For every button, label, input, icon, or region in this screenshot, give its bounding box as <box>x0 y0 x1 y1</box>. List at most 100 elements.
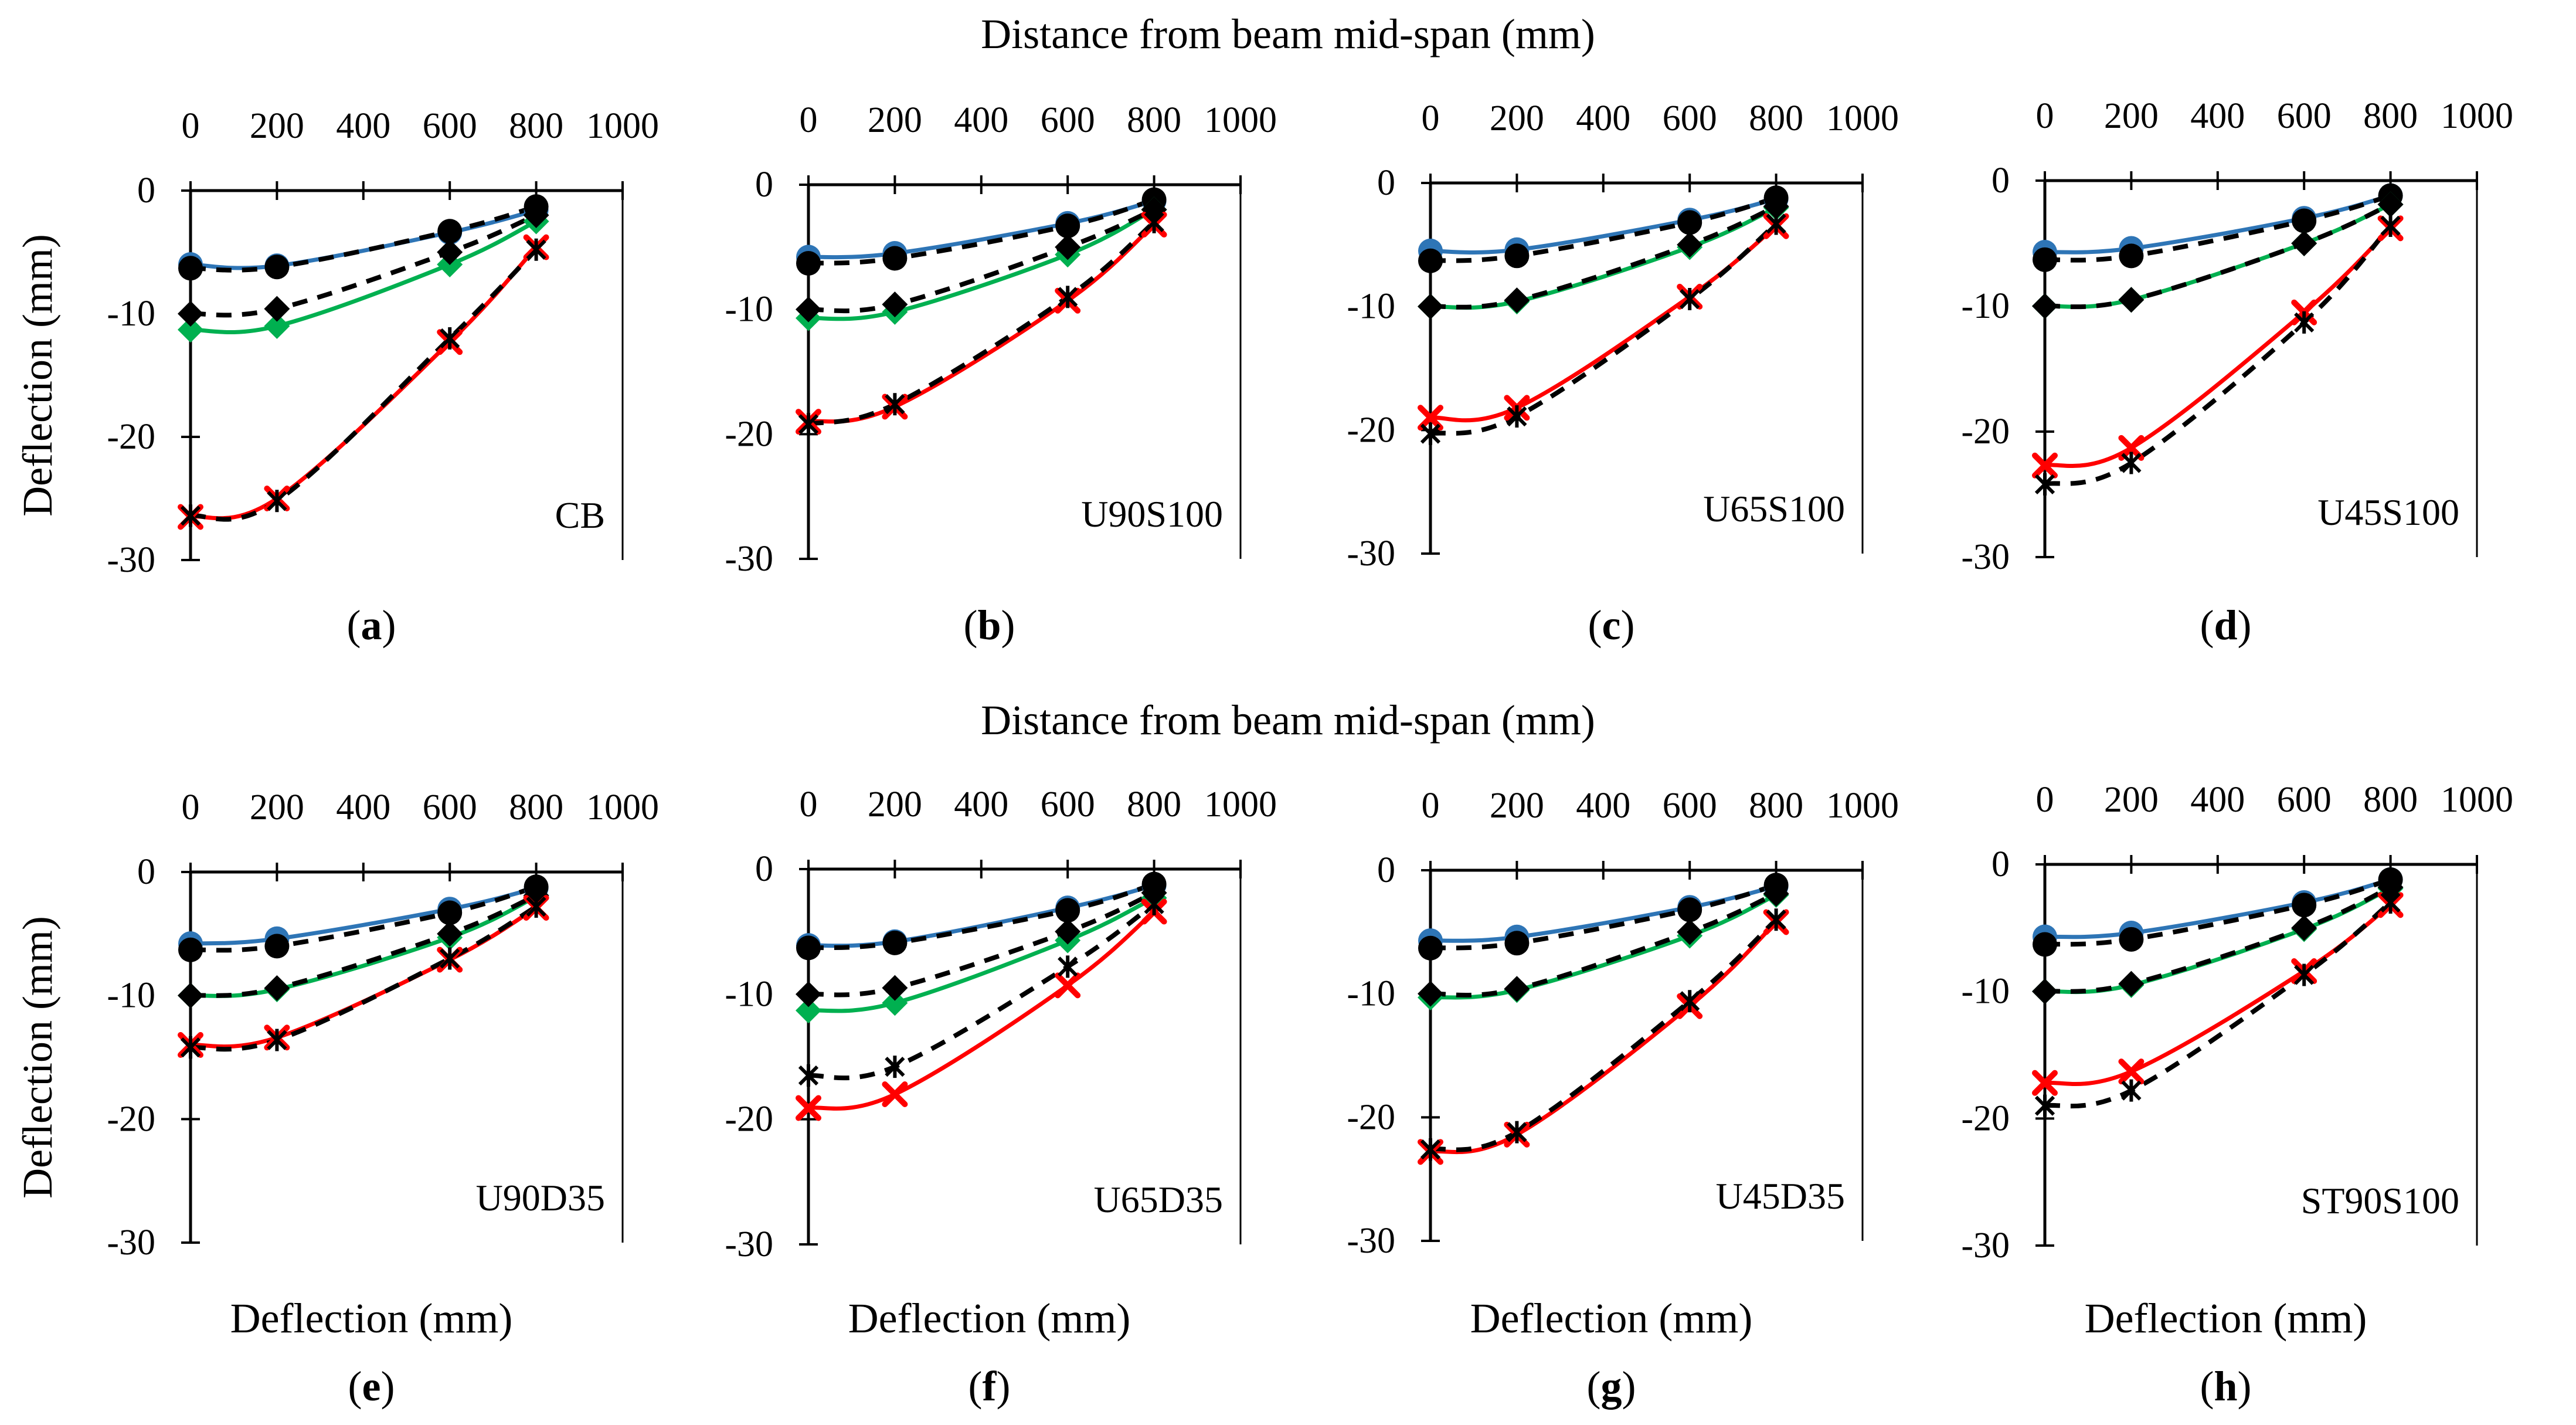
x-tick-label: 1000 <box>2441 780 2513 820</box>
series-line-numerical-3 <box>190 904 538 1052</box>
y-tick-label: -30 <box>1961 1226 2010 1265</box>
data-point-numerical-2 <box>1418 293 1443 320</box>
x-tick-label: 400 <box>954 100 1008 140</box>
data-point-numerical-3 <box>526 238 546 261</box>
y-tick-label: 0 <box>1992 161 2010 201</box>
data-point-numerical-2 <box>2377 191 2404 218</box>
y-tick-label: -10 <box>1961 286 2010 326</box>
data-point-numerical-1 <box>1418 935 1443 961</box>
data-point-experimental-2 <box>882 990 908 1016</box>
series-line-numerical-2 <box>808 890 1156 998</box>
y-tick-label: -20 <box>107 1099 155 1139</box>
series-line-experimental-1 <box>2044 194 2391 255</box>
x-tick-label: 0 <box>182 106 200 146</box>
data-point-numerical-1 <box>1055 213 1080 239</box>
data-point-numerical-1 <box>1504 243 1530 269</box>
series-line-experimental-3 <box>1430 224 1778 423</box>
x-tick-label: 200 <box>868 100 922 140</box>
y-tick-label: -30 <box>725 539 773 579</box>
chart-panel-a: 0 200 400 600 800 1000 0 -10 -20 -30 CB Deflection … <box>14 106 659 649</box>
x-tick-label: 200 <box>250 106 304 146</box>
x-tick-label: 800 <box>509 788 563 827</box>
specimen-label: U90D35 <box>476 1177 605 1219</box>
series-line-numerical-1 <box>2044 877 2391 947</box>
data-point-experimental-2 <box>264 313 290 339</box>
data-point-numerical-3 <box>1420 1138 1441 1161</box>
data-point-numerical-2 <box>1677 919 1703 945</box>
data-point-numerical-3 <box>526 895 546 918</box>
data-point-numerical-3 <box>798 413 819 436</box>
top-axis-title: Distance from beam mid-span (mm) <box>981 11 1595 57</box>
specimen-label: U65S100 <box>1703 488 1845 530</box>
y-tick-label: -10 <box>107 976 155 1016</box>
x-tick-label: 0 <box>800 785 818 825</box>
data-point-numerical-2 <box>2291 915 2317 941</box>
y-tick-label: 0 <box>137 852 155 892</box>
y-tick-label: -30 <box>1347 534 1395 574</box>
data-point-numerical-2 <box>882 291 908 318</box>
data-point-numerical-2 <box>437 921 463 947</box>
y-tick-label: -20 <box>725 414 773 454</box>
data-point-numerical-2 <box>2032 978 2058 1005</box>
series-line-experimental-3 <box>1430 920 1778 1155</box>
y-tick-label: -10 <box>1347 287 1395 327</box>
chart-panel-g: 0 200 400 600 800 1000 0 -10 -20 -30 U45D35 Deflect… <box>1347 786 1899 1410</box>
series-line-numerical-1 <box>1430 195 1777 263</box>
data-point-numerical-3 <box>267 490 287 513</box>
series-line-numerical-2 <box>808 207 1156 314</box>
data-point-numerical-2 <box>523 202 549 228</box>
data-point-numerical-2 <box>2118 971 2145 997</box>
x-tick-label: 400 <box>336 788 390 827</box>
panel-caption: (b) <box>963 602 1015 649</box>
data-point-numerical-2 <box>1763 194 1789 220</box>
x-tick-label: 200 <box>1490 786 1544 826</box>
series-line-numerical-1 <box>808 881 1155 951</box>
data-point-numerical-1 <box>796 250 821 276</box>
y-tick-label: -30 <box>107 540 155 580</box>
series-line-experimental-1 <box>1430 196 1777 255</box>
data-point-numerical-3 <box>2121 1079 2142 1102</box>
panel-letter: g <box>1601 1363 1622 1410</box>
series-line-experimental-1 <box>808 199 1155 260</box>
data-point-numerical-1 <box>882 930 908 955</box>
x-tick-label: 800 <box>509 106 563 146</box>
x-tick-label: 600 <box>2277 96 2332 136</box>
y-tick-label: 0 <box>755 849 773 889</box>
y-tick-label: -20 <box>725 1100 773 1139</box>
series-line-numerical-1 <box>190 204 537 273</box>
series-line-numerical-3 <box>2044 900 2393 1109</box>
data-point-numerical-2 <box>882 975 908 1001</box>
x-tick-label: 1000 <box>1204 100 1277 140</box>
y-tick-label: 0 <box>1377 850 1395 890</box>
data-point-numerical-2 <box>1055 234 1081 260</box>
chart-panel-b: 0 200 400 600 800 1000 0 -10 -20 -30 U90S100 (b) <box>725 100 1277 649</box>
y-tick-label: -20 <box>1961 412 2010 452</box>
x-tick-label: 0 <box>2036 780 2054 820</box>
panel-caption: (c) <box>1588 602 1635 649</box>
data-point-numerical-2 <box>2118 287 2145 313</box>
data-point-numerical-2 <box>178 301 203 327</box>
series-line-numerical-2 <box>1430 204 1778 310</box>
x-tick-label: 600 <box>1041 785 1095 825</box>
x-tick-label: 600 <box>1663 99 1717 138</box>
series-line-experimental-1 <box>2044 877 2391 939</box>
specimen-label: U90S100 <box>1081 493 1223 535</box>
series-line-numerical-1 <box>2044 193 2391 263</box>
panel-caption: (f) <box>968 1363 1011 1410</box>
specimen-label: U45S100 <box>2317 491 2459 533</box>
x-tick-label: 600 <box>1663 786 1717 826</box>
y-tick-label: 0 <box>755 165 773 205</box>
series-line-experimental-2 <box>2044 887 2392 995</box>
specimen-label: CB <box>555 494 605 536</box>
data-point-numerical-1 <box>882 246 908 271</box>
data-point-numerical-1 <box>1677 897 1702 922</box>
series-line-numerical-1 <box>1430 883 1777 951</box>
data-point-numerical-3 <box>798 1064 819 1087</box>
y-tick-label: -10 <box>1961 972 2010 1012</box>
series-line-experimental-3 <box>2044 226 2393 469</box>
x-tick-label: 400 <box>336 106 390 146</box>
series-line-experimental-2 <box>808 895 1156 1013</box>
data-point-experimental-3 <box>1418 405 1443 431</box>
series-line-experimental-1 <box>190 885 537 946</box>
x-tick-label: 0 <box>1422 99 1440 138</box>
